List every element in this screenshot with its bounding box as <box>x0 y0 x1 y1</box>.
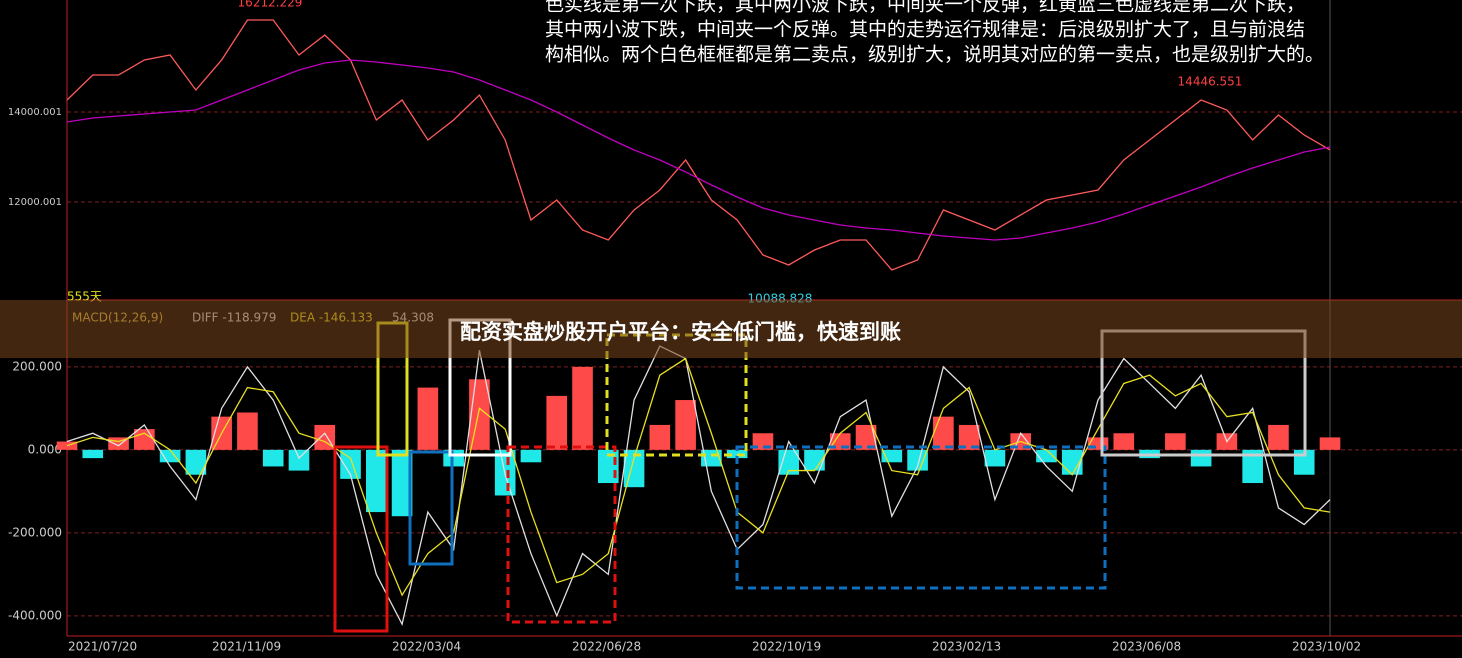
macd-bar <box>546 395 568 450</box>
macd-bar <box>933 416 954 450</box>
macd-bar <box>365 449 387 513</box>
banner: 配资实盘炒股开户平台：安全低门槛，快速到账 <box>0 300 1462 358</box>
macd-bar <box>572 366 593 450</box>
macd-bar <box>56 441 78 450</box>
macd-bar <box>1319 437 1341 450</box>
annotation-line: 构相似。两个白色框框都是第二卖点，级别扩大，说明其对应的第一卖点，也是级别扩大的… <box>545 44 1324 66</box>
x-tick-label: 2021/07/20 <box>68 640 137 654</box>
price-line <box>66 59 1331 241</box>
macd-bar <box>237 412 258 450</box>
annotation-line: 色实线是第一次下跌，其中两小波下跌，中间夹一个反弹，红黄蓝三色虚线是第二次下跌， <box>545 0 1305 16</box>
macd-bar <box>134 429 155 450</box>
macd-bar <box>649 424 671 450</box>
macd-bar <box>82 449 104 459</box>
y-tick-label: 14000.001 <box>8 107 62 118</box>
macd-bar <box>1190 449 1212 467</box>
x-tick-label: 2021/11/09 <box>212 640 281 654</box>
annotation-line: 其中两小波下跌，中间夹一个反弹。其中的走势运行规律是：后浪级别扩大了，且与前浪结 <box>545 19 1305 41</box>
x-tick-label: 2022/06/28 <box>572 640 641 654</box>
price-line <box>66 19 1331 271</box>
macd-line <box>66 345 1331 626</box>
banner-text: 配资实盘炒股开户平台：安全低门槛，快速到账 <box>460 320 901 344</box>
y-tick-label: 0.000 <box>28 442 62 456</box>
macd-bar <box>288 449 310 471</box>
peak-label: 16212.229 <box>238 0 303 10</box>
macd-bar <box>262 449 284 467</box>
y-tick-label: 200.000 <box>12 359 62 373</box>
macd-bar <box>1242 449 1263 484</box>
box <box>333 445 389 633</box>
box <box>735 445 1107 590</box>
macd-bar <box>185 449 207 475</box>
y-tick-label: -400.000 <box>8 608 62 622</box>
x-tick-label: 2022/03/04 <box>392 640 461 654</box>
y-tick-label: -200.000 <box>8 525 62 539</box>
macd-bar <box>907 449 928 471</box>
macd-bar <box>1165 433 1186 450</box>
peak-label: 14446.551 <box>1178 75 1243 89</box>
macd-bar <box>417 387 439 450</box>
macd-bar <box>520 449 542 463</box>
macd-bar <box>1268 424 1289 450</box>
macd-bar <box>159 449 181 463</box>
y-tick-label: 12000.001 <box>8 197 62 208</box>
macd-bar <box>984 449 1006 467</box>
macd-bar <box>391 449 413 517</box>
macd-bar <box>1113 433 1135 450</box>
x-tick-label: 2023/10/02 <box>1292 640 1361 654</box>
macd-line <box>66 357 1331 597</box>
box <box>408 450 454 566</box>
macd-bar <box>958 424 980 450</box>
macd-bar <box>1061 449 1083 475</box>
x-tick-label: 2023/02/13 <box>932 640 1001 654</box>
x-tick-label: 2022/10/19 <box>752 640 821 654</box>
macd-bar <box>314 424 336 450</box>
box <box>506 445 617 624</box>
macd-bar <box>881 449 903 463</box>
macd-bar <box>597 449 619 484</box>
macd-bar <box>855 424 877 450</box>
macd-bar <box>675 400 696 450</box>
x-tick-label: 2023/06/08 <box>1112 640 1181 654</box>
macd-bar <box>804 449 825 471</box>
